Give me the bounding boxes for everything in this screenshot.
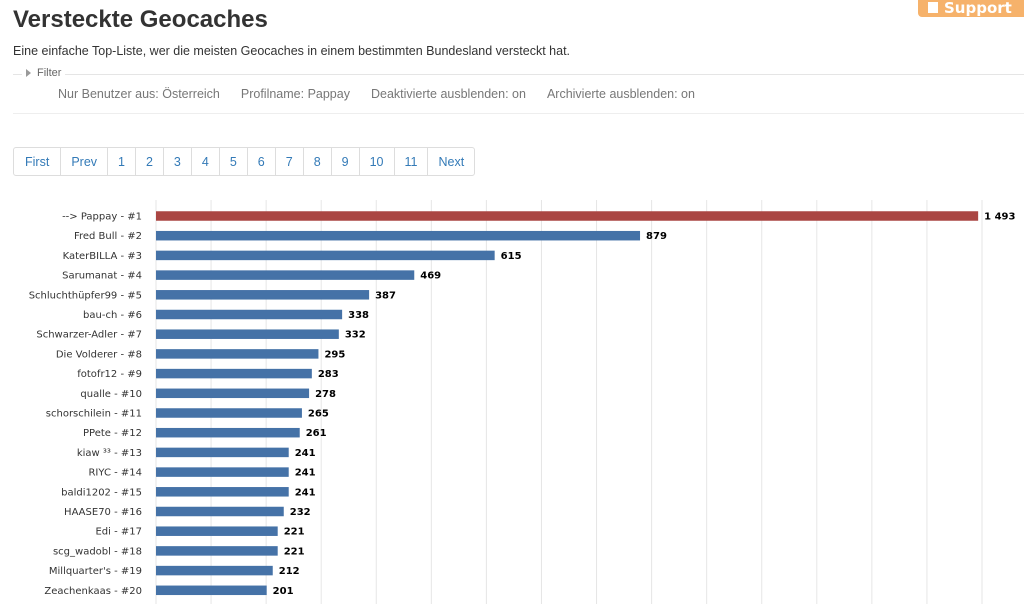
filter-divider xyxy=(13,74,1024,75)
filter-profile: Profilname: Pappay xyxy=(240,87,350,101)
value-label: 221 xyxy=(284,527,305,538)
triangle-right-icon xyxy=(26,69,31,77)
category-label: baldi1202 - #15 xyxy=(61,487,142,498)
filter-bottom-divider xyxy=(13,113,1024,114)
bar[interactable] xyxy=(156,427,300,438)
value-label: 201 xyxy=(273,586,294,597)
bar[interactable] xyxy=(156,290,370,300)
support-label: Support xyxy=(944,0,1012,17)
filter-country: Nur Benutzer aus: Österreich xyxy=(58,87,220,101)
bar[interactable] xyxy=(156,585,267,596)
category-label: scg_wadobl - #18 xyxy=(53,546,142,557)
value-label: 221 xyxy=(284,546,305,557)
filter-archived: Archivierte ausblenden: on xyxy=(546,87,695,101)
bar[interactable] xyxy=(156,230,641,241)
pagination-next[interactable]: Next xyxy=(427,148,474,175)
category-label: Fred Bull - #2 xyxy=(74,231,142,242)
value-label: 241 xyxy=(295,468,316,479)
support-button[interactable]: Support xyxy=(918,0,1024,17)
bar[interactable] xyxy=(156,388,310,399)
category-label: RIYC - #14 xyxy=(88,468,142,479)
bar[interactable] xyxy=(156,565,273,576)
pagination-first[interactable]: First xyxy=(25,154,50,169)
value-label: 387 xyxy=(375,290,396,301)
value-label: 241 xyxy=(295,448,316,459)
category-label: PPete - #12 xyxy=(83,428,142,439)
category-label: Zeachenkaas - #20 xyxy=(44,586,142,597)
category-label: Millquarter's - #19 xyxy=(49,566,142,577)
category-label: HAASE70 - #16 xyxy=(64,507,142,518)
bar[interactable] xyxy=(156,250,495,261)
filter-toggle[interactable]: Filter xyxy=(22,67,66,79)
pagination-page-5[interactable]: 5 xyxy=(218,148,247,175)
value-label: 615 xyxy=(501,251,522,262)
value-label: 261 xyxy=(306,428,327,439)
value-label: 295 xyxy=(324,349,345,360)
value-label: 265 xyxy=(308,409,329,420)
bar[interactable] xyxy=(156,211,979,221)
pagination-page-10[interactable]: 10 xyxy=(358,148,394,175)
pagination-page-7[interactable]: 7 xyxy=(274,148,303,175)
category-label: KaterBILLA - #3 xyxy=(63,251,142,262)
pagination-page-1[interactable]: 1 xyxy=(107,148,135,175)
value-label: 338 xyxy=(348,310,369,321)
category-label: Sarumanat - #4 xyxy=(62,271,142,282)
bar[interactable] xyxy=(156,487,289,497)
value-label: 241 xyxy=(295,487,316,498)
category-label: --> Pappay - #1 xyxy=(62,212,142,223)
bar[interactable] xyxy=(156,506,284,517)
bar-chart: --> Pappay - #1 1 493 Fred Bull - #2 879 Kat… xyxy=(29,200,1016,604)
value-label: 212 xyxy=(279,566,300,577)
bar[interactable] xyxy=(156,368,312,379)
bar[interactable] xyxy=(156,329,339,339)
page-subtitle: Eine einfache Top-Liste, wer die meisten… xyxy=(13,44,571,58)
value-label: 332 xyxy=(345,330,366,341)
filter-label: Filter xyxy=(37,67,62,79)
value-label: 278 xyxy=(315,389,336,400)
value-label: 283 xyxy=(318,369,339,380)
category-label: Die Volderer - #8 xyxy=(56,349,142,360)
pagination-page-6[interactable]: 6 xyxy=(246,148,275,175)
bar[interactable] xyxy=(156,309,343,320)
category-label: kiaw ³³ - #13 xyxy=(77,448,142,459)
pagination-page-3[interactable]: 3 xyxy=(162,148,191,175)
bar[interactable] xyxy=(156,526,278,536)
category-label: bau-ch - #6 xyxy=(83,310,142,321)
pagination-page-9[interactable]: 9 xyxy=(330,148,359,175)
bar[interactable] xyxy=(156,467,289,477)
bar[interactable] xyxy=(156,408,302,418)
filter-deactivated: Deaktivierte ausblenden: on xyxy=(370,87,526,101)
value-label: 469 xyxy=(420,271,441,282)
page-title: Versteckte Geocaches xyxy=(13,6,268,33)
bar[interactable] xyxy=(156,270,415,280)
value-label: 879 xyxy=(646,231,667,242)
pagination-page-8[interactable]: 8 xyxy=(302,148,331,175)
category-label: schorschilein - #11 xyxy=(46,409,142,420)
category-label: Schwarzer-Adler - #7 xyxy=(36,330,142,341)
pagination-page-11[interactable]: 11 xyxy=(393,148,428,175)
category-label: qualle - #10 xyxy=(80,389,142,400)
pagination-page-4[interactable]: 4 xyxy=(190,148,219,175)
bar[interactable] xyxy=(156,349,319,359)
bar[interactable] xyxy=(156,447,289,458)
pagination: First Prev 1 2 3 4 5 6 7 8 9 10 11 Next xyxy=(13,147,476,176)
flag-icon xyxy=(928,2,938,13)
category-label: Schluchthüpfer99 - #5 xyxy=(29,290,142,301)
pagination-prev[interactable]: Prev xyxy=(60,148,107,175)
pagination-page-2[interactable]: 2 xyxy=(134,148,163,175)
value-label: 232 xyxy=(290,507,311,518)
bar[interactable] xyxy=(156,546,278,556)
value-label: 1 493 xyxy=(984,212,1015,223)
filter-summary: Nur Benutzer aus: Österreich Profilname:… xyxy=(58,87,716,101)
category-label: fotofr12 - #9 xyxy=(77,369,142,380)
category-label: Edi - #17 xyxy=(95,527,142,538)
